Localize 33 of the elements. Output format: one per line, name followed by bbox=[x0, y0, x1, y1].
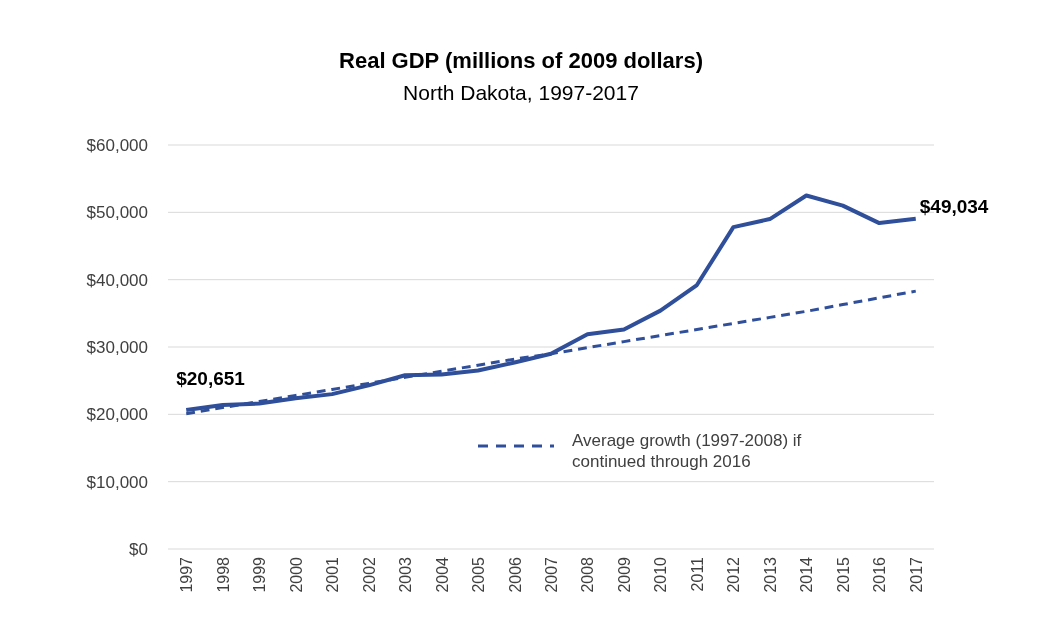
y-tick-label: $10,000 bbox=[86, 472, 148, 492]
x-tick-label: 2007 bbox=[543, 556, 560, 593]
x-tick-label: 1998 bbox=[214, 556, 232, 593]
chart-subtitle: North Dakota, 1997-2017 bbox=[403, 81, 639, 104]
x-tick-label: 2000 bbox=[287, 556, 305, 593]
y-tick-label: $30,000 bbox=[86, 337, 148, 357]
legend-label: Average growth (1997-2008) if continued through 2016 bbox=[572, 430, 802, 472]
y-tick-label: $20,000 bbox=[86, 405, 148, 425]
x-tick-label: 2001 bbox=[324, 556, 342, 593]
x-tick-label: 2002 bbox=[360, 556, 378, 593]
x-tick-label: 2005 bbox=[470, 556, 488, 593]
chart-title: Real GDP (millions of 2009 dollars) bbox=[339, 48, 703, 73]
y-tick-label: $50,000 bbox=[86, 203, 148, 223]
x-tick-label: 2014 bbox=[798, 556, 816, 593]
x-tick-label: 2016 bbox=[871, 556, 889, 593]
x-tick-label: 1997 bbox=[178, 556, 196, 593]
x-tick-label: 2006 bbox=[506, 556, 524, 593]
x-tick-label: 2010 bbox=[652, 556, 670, 593]
y-tick-label: $40,000 bbox=[86, 270, 148, 290]
y-tick-label: $60,000 bbox=[86, 135, 148, 155]
x-tick-label: 2003 bbox=[397, 556, 415, 593]
y-tick-label: $0 bbox=[129, 539, 148, 559]
x-tick-label: 2004 bbox=[433, 556, 451, 593]
x-tick-label: 2017 bbox=[907, 556, 925, 593]
x-tick-label: 2008 bbox=[579, 556, 597, 593]
data-label: $49,034 bbox=[919, 195, 989, 217]
data-label: $20,651 bbox=[176, 367, 246, 389]
x-tick-label: 2015 bbox=[834, 556, 852, 593]
x-tick-label: 2013 bbox=[761, 556, 779, 593]
x-tick-label: 2009 bbox=[615, 556, 633, 593]
x-tick-label: 1999 bbox=[251, 556, 269, 593]
x-tick-label: 2011 bbox=[688, 556, 706, 592]
x-tick-label: 2012 bbox=[725, 556, 743, 593]
